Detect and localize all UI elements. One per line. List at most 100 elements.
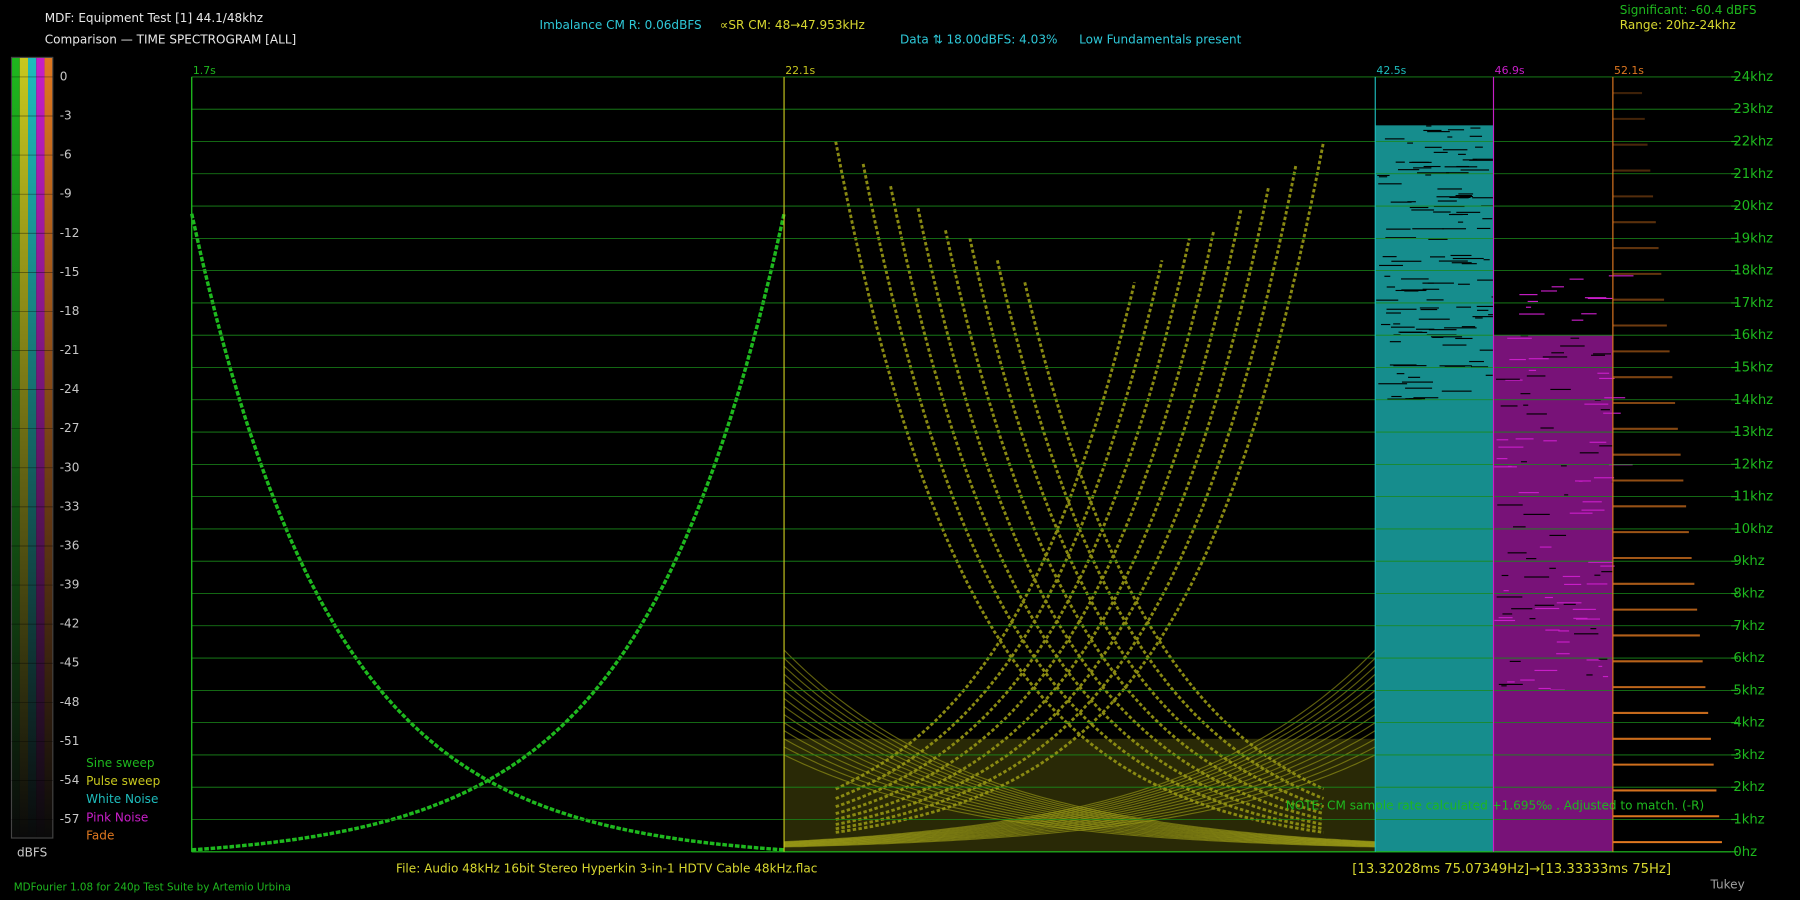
noise-gap: [1384, 138, 1405, 140]
noise-dot: [1498, 617, 1513, 619]
pulse-sweep-curve: [835, 141, 1326, 834]
frame-rate: [13.32028ms 75.07349Hz]→[13.33333ms 75Hz…: [1352, 862, 1671, 877]
legend-entry: Pink Noise: [86, 810, 148, 824]
imbalance: Imbalance CM R: 0.06dBFS: [540, 18, 702, 32]
noise-dot: [1494, 466, 1517, 468]
noise-gap: [1469, 360, 1484, 363]
sample-rate: ∝SR CM: 48→47.953kHz: [720, 18, 865, 32]
noise-gap: [1448, 213, 1463, 216]
colorbar-tick-label: -6: [60, 148, 72, 162]
noise-dot: [1526, 413, 1547, 415]
noise-dot: [1503, 590, 1509, 592]
noise-gap: [1458, 153, 1466, 155]
noise-gap: [1457, 283, 1470, 285]
noise-gap: [1477, 309, 1489, 311]
noise-dot: [1494, 619, 1516, 622]
pulse-sweep-curve: [835, 281, 1136, 791]
colorbar-stripe: [11, 57, 20, 839]
noise-gap: [1472, 316, 1499, 318]
noise-dot: [1566, 317, 1575, 319]
noise-gap: [1477, 279, 1501, 281]
noise-gap: [1379, 264, 1403, 267]
noise-gap: [1433, 151, 1448, 153]
y-tick-label: 7khz: [1733, 619, 1764, 634]
y-tick-label: 19khz: [1733, 231, 1773, 246]
noise-dot: [1600, 565, 1615, 567]
noise-gap: [1390, 201, 1412, 203]
noise-gap: [1488, 314, 1514, 316]
noise-dot: [1599, 445, 1613, 447]
segment-start: 42.5s: [1376, 64, 1406, 77]
noise-dot: [1564, 494, 1569, 496]
noise-gap: [1458, 193, 1474, 195]
noise-dot: [1518, 492, 1539, 494]
noise-gap: [1483, 259, 1490, 261]
noise-dot: [1508, 286, 1526, 288]
noise-gap: [1454, 117, 1474, 119]
noise-gap: [1461, 263, 1477, 265]
noise-dot: [1502, 613, 1513, 615]
segment-start: 22.1s: [785, 64, 815, 77]
noise-gap: [1393, 365, 1427, 367]
colorbar-tick-label: -9: [60, 187, 72, 201]
colorbar-tick-label: -39: [60, 578, 80, 592]
y-tick-label: 2khz: [1733, 780, 1764, 795]
colorbar-stripe: [36, 57, 45, 839]
noise-dot: [1581, 509, 1605, 511]
noise-dot: [1540, 427, 1554, 429]
noise-gap: [1468, 114, 1496, 116]
noise-gap: [1491, 296, 1503, 298]
noise-dot: [1498, 446, 1524, 448]
colorbar-stripe: [28, 57, 37, 839]
noise-dot: [1586, 583, 1608, 585]
noise-dot: [1569, 285, 1590, 287]
significant: Significant: -60.4 dBFS: [1620, 3, 1757, 17]
noise-gap: [1378, 183, 1402, 185]
noise-dot: [1528, 369, 1537, 371]
noise-gap: [1401, 381, 1433, 383]
noise-dot: [1556, 641, 1570, 643]
pulse-sweep-curve: [835, 260, 1164, 800]
noise-dot: [1574, 633, 1599, 635]
noise-gap: [1447, 129, 1465, 131]
noise-dot: [1560, 345, 1585, 347]
noise-dot: [1509, 358, 1526, 361]
noise-gap: [1470, 127, 1481, 129]
noise-gap: [1393, 323, 1401, 325]
noise-gap: [1492, 169, 1512, 171]
legend-entry: Fade: [86, 828, 114, 842]
noise-gap: [1426, 299, 1444, 301]
noise-gap: [1444, 166, 1478, 168]
noise-dot: [1556, 653, 1570, 655]
pulse-harmonic: [784, 689, 1376, 845]
window: Tukey: [1709, 878, 1744, 892]
noise-dot: [1570, 337, 1580, 339]
pulse-sweep-curve: [995, 260, 1325, 800]
noise-dot: [1497, 504, 1523, 506]
noise-gap: [1479, 349, 1505, 351]
y-tick-label: 0hz: [1733, 845, 1757, 860]
noise-gap: [1384, 275, 1391, 277]
noise-gap: [1422, 288, 1440, 290]
pulse-sweep-curve: [944, 229, 1324, 815]
noise-dot: [1498, 683, 1523, 686]
noise-gap: [1395, 161, 1405, 163]
pulse-sweep-curve: [835, 163, 1298, 831]
noise-dot: [1535, 607, 1560, 610]
noise-gap: [1442, 149, 1468, 151]
noise-dot: [1507, 681, 1515, 683]
noise-gap: [1399, 122, 1419, 124]
noise-gap: [1386, 312, 1401, 314]
noise-gap: [1442, 228, 1467, 230]
noise-dot: [1599, 377, 1615, 380]
legend-entry: Pulse sweep: [86, 774, 160, 788]
noise-gap: [1390, 326, 1415, 328]
noise-dot: [1501, 685, 1507, 687]
colorbar-tick-label: -3: [60, 109, 72, 123]
noise-gap: [1446, 172, 1469, 174]
noise-dot: [1569, 512, 1593, 514]
noise-dot: [1551, 352, 1565, 354]
colorbar-tick-label: -24: [60, 382, 80, 396]
noise-dot: [1496, 458, 1508, 460]
noise-dot: [1611, 481, 1636, 483]
